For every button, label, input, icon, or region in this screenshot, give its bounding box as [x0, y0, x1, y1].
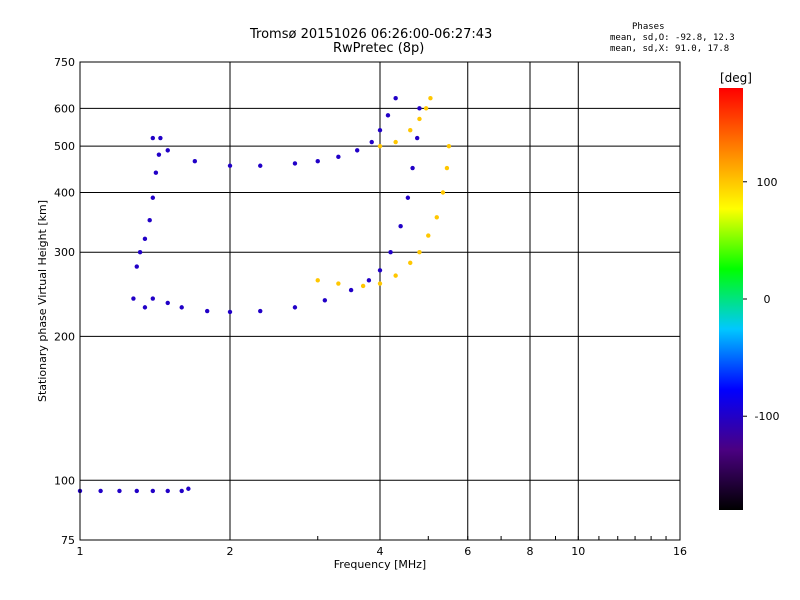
scatter-point [444, 165, 450, 171]
scatter-point [377, 268, 383, 273]
scatter-point [369, 139, 374, 145]
scatter-point [405, 195, 411, 200]
scatter-point [258, 308, 263, 314]
scatter-point [393, 273, 398, 278]
scatter-point [137, 250, 143, 255]
x-axis-label: Frequency [MHz] [334, 558, 426, 571]
x-tick-label: 8 [527, 545, 534, 558]
scatter-point [315, 159, 320, 164]
scatter-point [410, 165, 415, 171]
scatter-point [258, 163, 263, 168]
scatter-point [377, 281, 383, 286]
scatter-point [147, 218, 152, 223]
grid-lines [80, 62, 680, 540]
scatter-point [348, 287, 354, 293]
colorbar-tick-label: 100 [757, 176, 778, 189]
scatter-point [428, 95, 433, 101]
scatter-point [150, 195, 156, 200]
scatter-point [377, 127, 383, 133]
scatter-point [227, 163, 233, 168]
y-tick-label: 600 [54, 102, 75, 115]
scatter-point [354, 148, 360, 153]
scatter-point [408, 127, 413, 133]
scatter-points [77, 95, 452, 494]
y-tick-label: 300 [54, 246, 75, 259]
scatter-point [292, 305, 298, 310]
chart-subtitle: RwPretec (8p) [333, 41, 425, 56]
scatter-point [158, 135, 163, 141]
scatter-point [423, 106, 429, 111]
stats-o-mode: mean, sd,O: -92.8, 12.3 [610, 33, 735, 43]
colorbar-label: [deg] [720, 71, 752, 85]
y-tick-label: 500 [54, 140, 75, 153]
scatter-point [142, 236, 148, 242]
scatter-point [336, 154, 341, 160]
scatter-point [322, 298, 328, 303]
scatter-point [179, 488, 184, 494]
scatter-point [398, 224, 403, 229]
chart-title: Tromsø 20151026 06:26:00-06:27:43 [250, 27, 493, 42]
scatter-point [134, 264, 139, 269]
axis-ticks: 1 2 4 6 8 10 16 75 100 200 300 400 500 600 750 [54, 56, 687, 558]
scatter-point [366, 278, 372, 283]
scatter-point [142, 305, 148, 310]
scatter-point [165, 488, 170, 494]
scatter-point [408, 260, 413, 266]
scatter-point [98, 488, 103, 494]
scatter-point [134, 488, 139, 494]
scatter-point [315, 278, 320, 283]
stats-x-mode: mean, sd,X: 91.0, 17.8 [610, 44, 730, 54]
x-tick-label: 4 [377, 545, 384, 558]
scatter-point [165, 300, 170, 306]
scatter-point [227, 309, 233, 315]
x-tick-label: 6 [464, 545, 471, 558]
scatter-point [393, 95, 398, 101]
colorbar-tick-label: -100 [755, 410, 780, 423]
x-tick-label: 16 [673, 545, 687, 558]
stats-heading: Phases [632, 22, 665, 32]
scatter-point [192, 159, 198, 164]
colorbar: 100 0 -100 [719, 88, 779, 510]
scatter-point [186, 486, 191, 491]
x-tick-label: 2 [227, 545, 234, 558]
x-tick-label: 1 [77, 545, 84, 558]
y-tick-label: 75 [61, 534, 75, 547]
scatter-point [179, 305, 184, 310]
scatter-point [204, 308, 210, 314]
scatter-point [426, 233, 431, 238]
scatter-point [414, 135, 420, 141]
scatter-point [446, 143, 452, 149]
scatter-point [417, 250, 422, 255]
scatter-point [360, 283, 366, 289]
scatter-point [434, 215, 439, 220]
y-tick-label: 100 [54, 474, 75, 487]
scatter-point [150, 488, 156, 494]
x-tick-label: 10 [571, 545, 585, 558]
scatter-point [385, 113, 391, 118]
scatter-point [292, 161, 298, 166]
scatter-point [165, 148, 170, 153]
scatter-point [117, 488, 122, 494]
scatter-point [131, 296, 136, 301]
scatter-point [417, 106, 422, 111]
scatter-point [153, 170, 159, 175]
y-tick-label: 400 [54, 186, 75, 199]
scatter-point [377, 143, 383, 149]
y-tick-label: 750 [54, 56, 75, 69]
y-axis-label: Stationary phase Virtual Height [km] [36, 200, 49, 402]
scatter-point [336, 281, 341, 286]
colorbar-gradient [719, 88, 743, 510]
colorbar-tick-label: 0 [764, 293, 771, 306]
scatter-point [156, 152, 162, 157]
scatter-point [388, 250, 393, 255]
scatter-point [417, 116, 422, 122]
scatter-point [393, 139, 398, 145]
y-tick-label: 200 [54, 330, 75, 343]
scatter-point [440, 190, 446, 195]
scatter-point [150, 135, 156, 141]
scatter-point [150, 296, 156, 301]
